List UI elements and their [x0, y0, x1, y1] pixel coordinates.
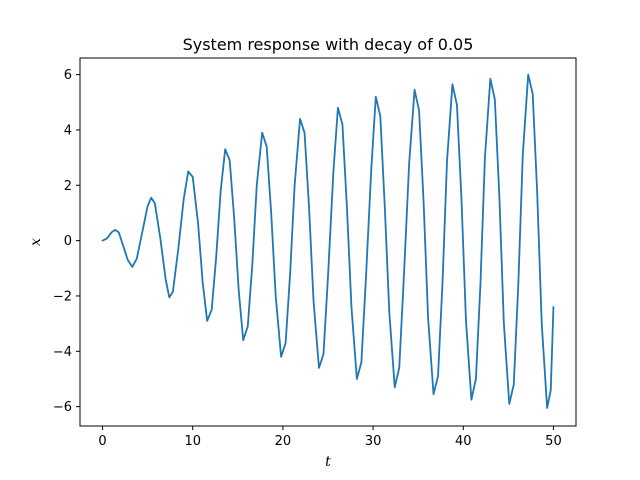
x-axis-label: t	[325, 454, 331, 470]
y-axis-label: x	[28, 238, 44, 246]
y-tick-label: −4	[53, 345, 72, 360]
y-tick-label: 2	[64, 179, 72, 194]
y-tick-label: −2	[53, 289, 72, 304]
chart-title: System response with decay of 0.05	[183, 35, 474, 54]
x-tick-label: 40	[455, 434, 472, 449]
y-tick-label: −6	[53, 400, 72, 415]
y-tick-label: 4	[64, 123, 72, 138]
y-axis-ticks: −6 −4 −2 0 2 4 6	[53, 68, 80, 415]
x-tick-label: 50	[545, 434, 562, 449]
x-tick-label: 10	[184, 434, 201, 449]
plot-area	[101, 73, 555, 409]
x-tick-label: 30	[365, 434, 382, 449]
x-tick-label: 0	[98, 434, 106, 449]
x-tick-label: 20	[275, 434, 292, 449]
y-tick-label: 0	[64, 234, 72, 249]
axes-frame	[79, 57, 577, 427]
series-line-0	[101, 73, 555, 409]
x-axis-ticks: 0 10 20 30 40 50	[98, 426, 562, 449]
y-tick-label: 6	[64, 68, 72, 83]
